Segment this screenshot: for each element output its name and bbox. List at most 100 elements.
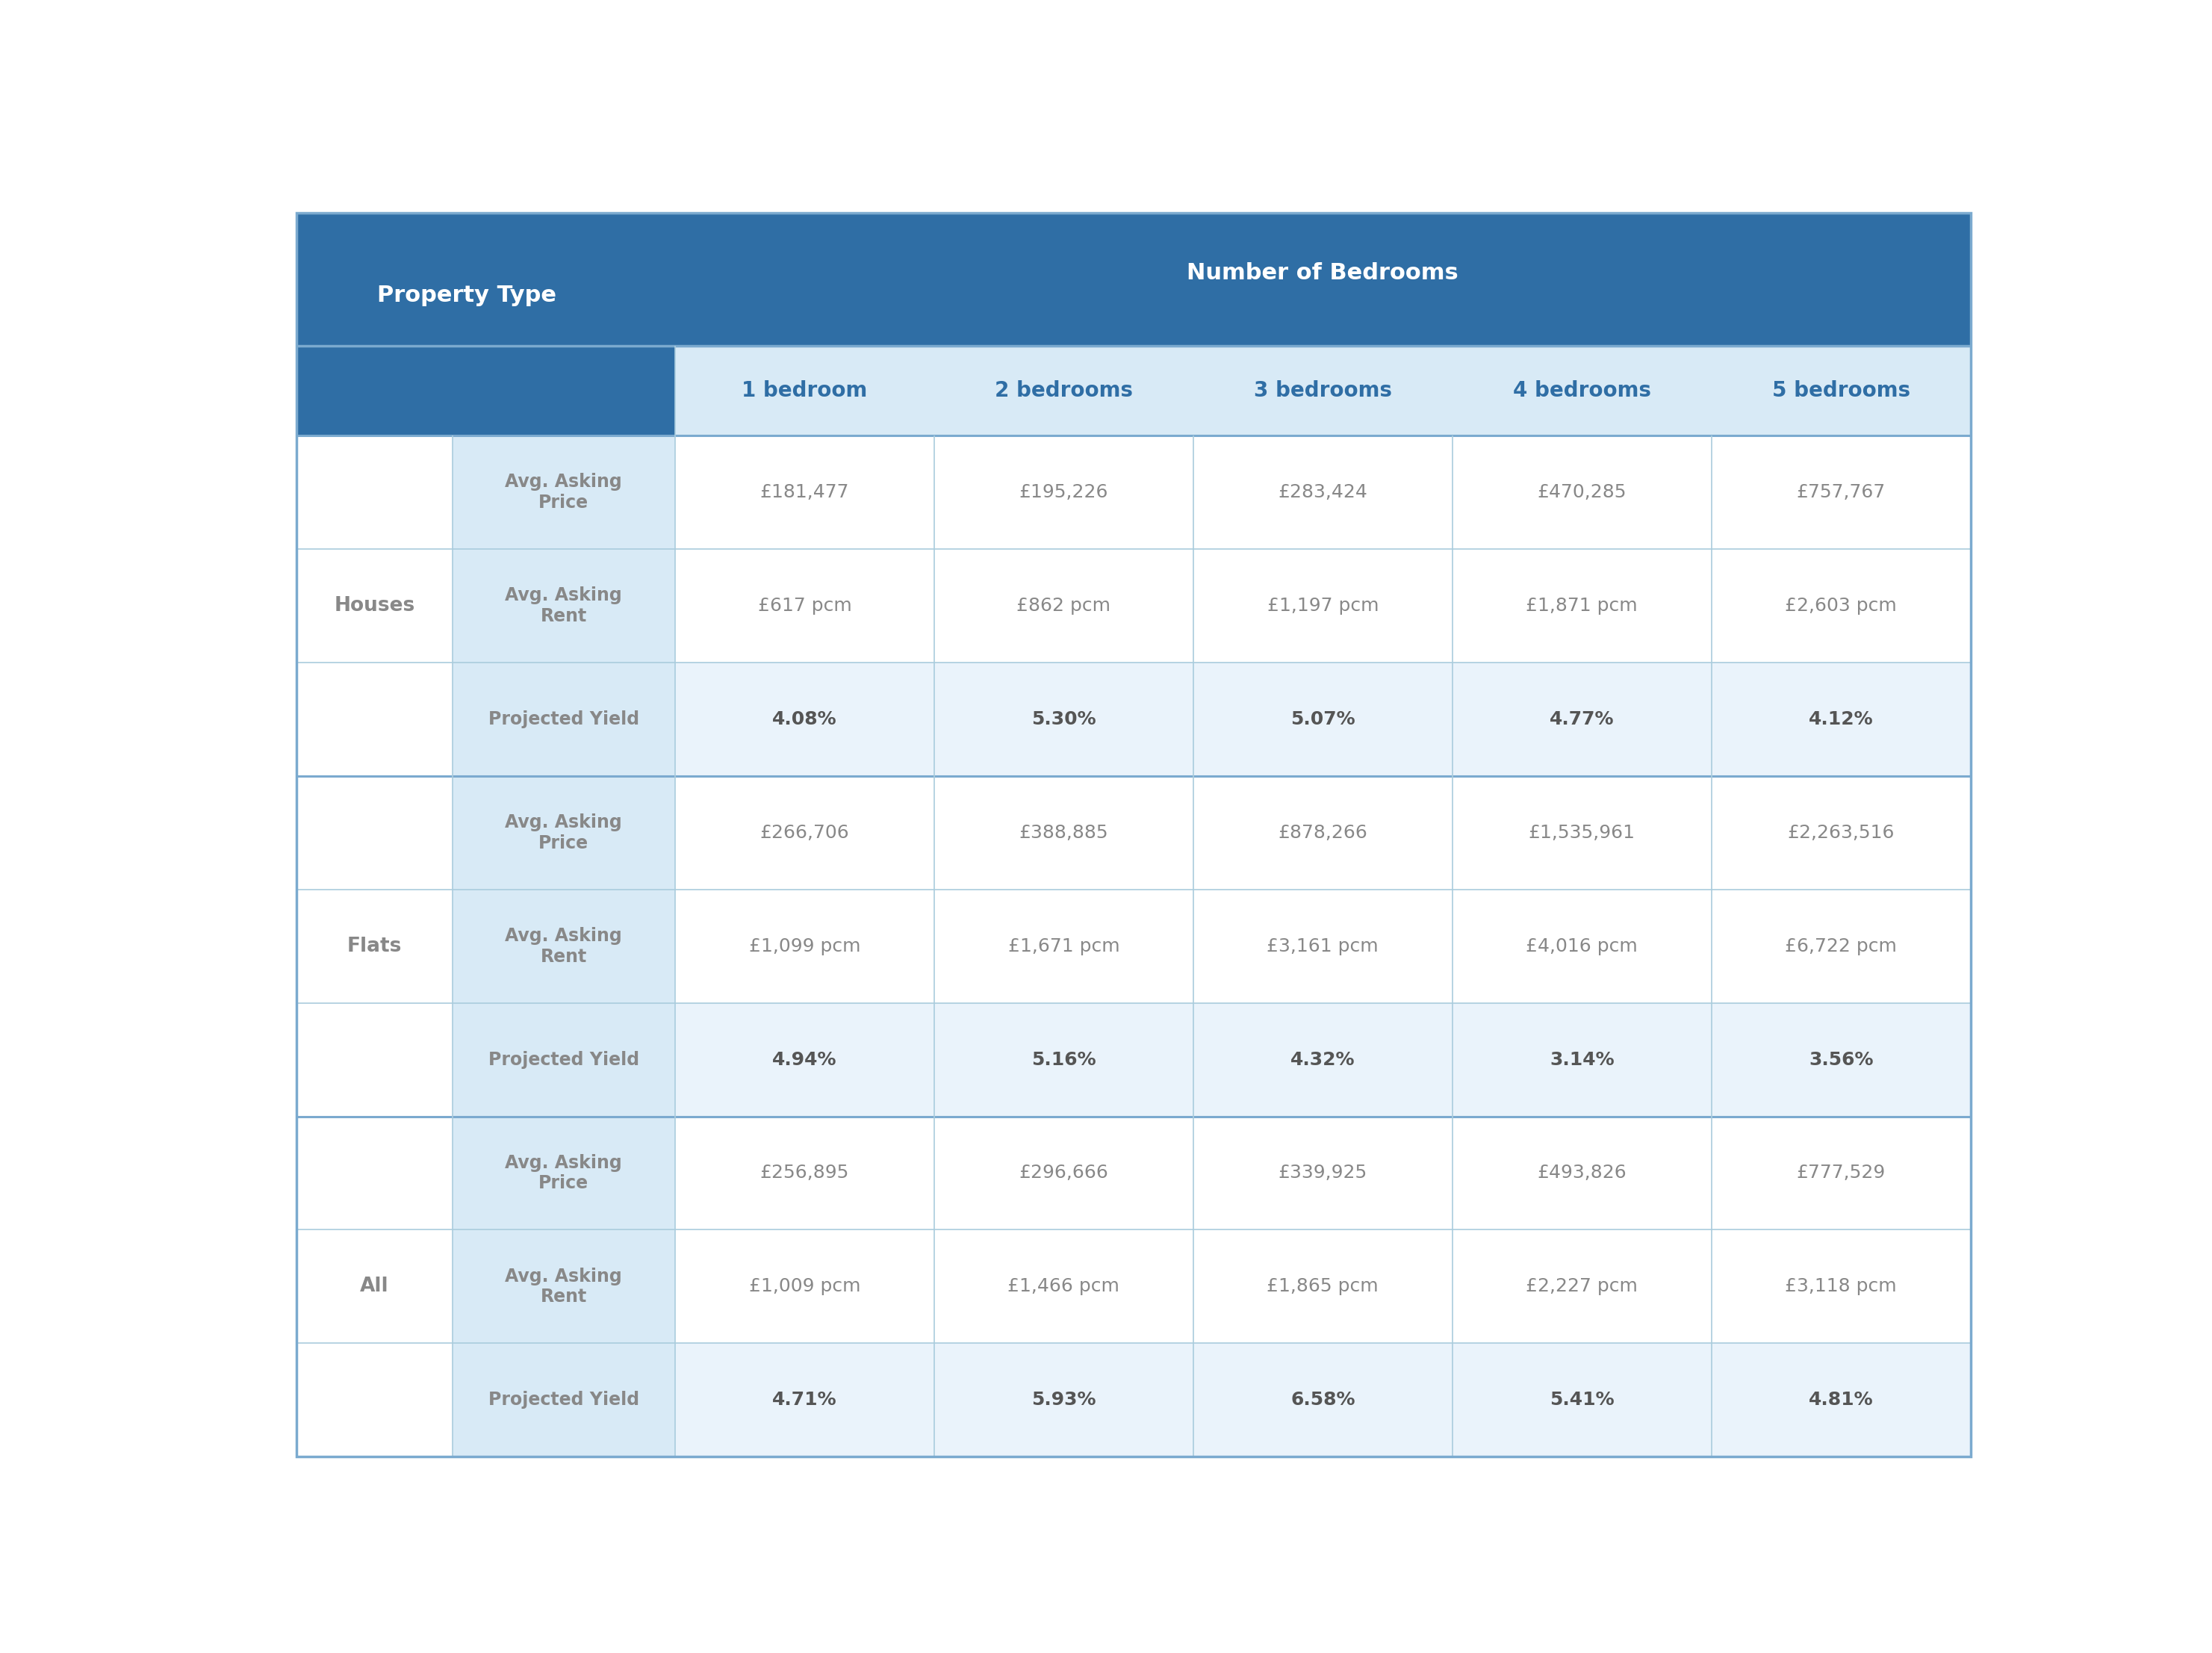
Text: £777,529: £777,529 xyxy=(1796,1164,1885,1182)
Bar xyxy=(933,1116,1192,1230)
Text: Projected Yield: Projected Yield xyxy=(489,1051,639,1068)
Text: £388,885: £388,885 xyxy=(1020,823,1108,841)
Bar xyxy=(1453,889,1712,1003)
Text: £493,826: £493,826 xyxy=(1537,1164,1626,1182)
Text: 4.08%: 4.08% xyxy=(772,711,836,727)
Bar xyxy=(296,213,675,345)
Bar xyxy=(933,775,1192,889)
Bar xyxy=(1453,775,1712,889)
Text: £1,197 pcm: £1,197 pcm xyxy=(1267,597,1378,615)
Text: £470,285: £470,285 xyxy=(1537,483,1626,501)
Text: Avg. Asking
Rent: Avg. Asking Rent xyxy=(504,1268,622,1306)
Text: £283,424: £283,424 xyxy=(1279,483,1367,501)
Bar xyxy=(453,1003,675,1116)
Text: 4 bedrooms: 4 bedrooms xyxy=(1513,380,1650,402)
Text: Avg. Asking
Price: Avg. Asking Price xyxy=(504,813,622,851)
Bar xyxy=(675,1003,933,1116)
Text: Projected Yield: Projected Yield xyxy=(489,711,639,727)
Text: 4.32%: 4.32% xyxy=(1290,1051,1356,1068)
Bar xyxy=(296,775,453,1116)
Bar xyxy=(296,435,453,775)
Text: £1,871 pcm: £1,871 pcm xyxy=(1526,597,1637,615)
Bar xyxy=(1453,1116,1712,1230)
Text: £1,535,961: £1,535,961 xyxy=(1528,823,1635,841)
Bar xyxy=(675,345,933,435)
Bar xyxy=(1192,775,1453,889)
Text: 5.41%: 5.41% xyxy=(1551,1392,1615,1408)
Bar xyxy=(296,1116,453,1456)
Bar xyxy=(453,1344,675,1456)
Text: £1,099 pcm: £1,099 pcm xyxy=(748,937,860,955)
Text: Projected Yield: Projected Yield xyxy=(489,1392,639,1408)
Text: 4.12%: 4.12% xyxy=(1809,711,1874,727)
Bar xyxy=(675,889,933,1003)
Text: 6.58%: 6.58% xyxy=(1290,1392,1356,1408)
Bar xyxy=(1192,663,1453,775)
Text: Avg. Asking
Rent: Avg. Asking Rent xyxy=(504,927,622,965)
Bar xyxy=(1453,435,1712,549)
Bar xyxy=(1712,889,1971,1003)
Text: Avg. Asking
Rent: Avg. Asking Rent xyxy=(504,587,622,625)
Bar xyxy=(453,775,675,889)
Text: 5 bedrooms: 5 bedrooms xyxy=(1772,380,1911,402)
Bar xyxy=(1453,345,1712,435)
Text: £3,118 pcm: £3,118 pcm xyxy=(1785,1278,1898,1296)
Bar xyxy=(1453,663,1712,775)
Bar xyxy=(296,345,675,435)
Text: £339,925: £339,925 xyxy=(1279,1164,1367,1182)
Bar xyxy=(1712,1116,1971,1230)
Bar xyxy=(933,889,1192,1003)
Text: 2 bedrooms: 2 bedrooms xyxy=(995,380,1133,402)
Bar xyxy=(933,1003,1192,1116)
Bar xyxy=(1712,1003,1971,1116)
Text: £757,767: £757,767 xyxy=(1796,483,1885,501)
Bar xyxy=(1192,345,1453,435)
Bar xyxy=(675,775,933,889)
Text: 1 bedroom: 1 bedroom xyxy=(741,380,867,402)
Bar xyxy=(1192,435,1453,549)
Text: 5.07%: 5.07% xyxy=(1290,711,1356,727)
Bar xyxy=(1712,1230,1971,1344)
Text: Avg. Asking
Price: Avg. Asking Price xyxy=(504,1154,622,1192)
Text: 5.16%: 5.16% xyxy=(1031,1051,1095,1068)
Bar xyxy=(1453,1344,1712,1456)
Bar xyxy=(933,663,1192,775)
Text: £256,895: £256,895 xyxy=(761,1164,849,1182)
Text: 5.30%: 5.30% xyxy=(1031,711,1095,727)
Text: £181,477: £181,477 xyxy=(761,483,849,501)
Text: £1,865 pcm: £1,865 pcm xyxy=(1267,1278,1378,1296)
Bar xyxy=(675,435,933,549)
Bar xyxy=(933,435,1192,549)
Text: Number of Bedrooms: Number of Bedrooms xyxy=(1188,261,1458,283)
Bar xyxy=(1453,549,1712,663)
Text: Avg. Asking
Price: Avg. Asking Price xyxy=(504,473,622,511)
Text: Flats: Flats xyxy=(347,936,403,955)
Bar xyxy=(453,1116,675,1230)
Text: £617 pcm: £617 pcm xyxy=(759,597,852,615)
Bar xyxy=(933,345,1192,435)
Text: £266,706: £266,706 xyxy=(761,823,849,841)
Bar xyxy=(1192,1003,1453,1116)
Text: 4.71%: 4.71% xyxy=(772,1392,836,1408)
Bar xyxy=(1712,549,1971,663)
Text: £2,263,516: £2,263,516 xyxy=(1787,823,1893,841)
Bar xyxy=(1712,1344,1971,1456)
Bar xyxy=(933,549,1192,663)
Bar xyxy=(675,663,933,775)
Bar xyxy=(1712,345,1971,435)
Text: 4.94%: 4.94% xyxy=(772,1051,836,1068)
Text: £1,466 pcm: £1,466 pcm xyxy=(1009,1278,1119,1296)
Text: £862 pcm: £862 pcm xyxy=(1018,597,1110,615)
Bar xyxy=(1192,1230,1453,1344)
Bar xyxy=(933,1344,1192,1456)
Text: £296,666: £296,666 xyxy=(1020,1164,1108,1182)
Bar xyxy=(933,1230,1192,1344)
Bar xyxy=(1192,889,1453,1003)
Bar xyxy=(453,889,675,1003)
Text: 3 bedrooms: 3 bedrooms xyxy=(1254,380,1391,402)
Text: £6,722 pcm: £6,722 pcm xyxy=(1785,937,1898,955)
Text: 5.93%: 5.93% xyxy=(1031,1392,1095,1408)
Text: £2,227 pcm: £2,227 pcm xyxy=(1526,1278,1637,1296)
Text: £1,671 pcm: £1,671 pcm xyxy=(1009,937,1119,955)
Text: £2,603 pcm: £2,603 pcm xyxy=(1785,597,1898,615)
